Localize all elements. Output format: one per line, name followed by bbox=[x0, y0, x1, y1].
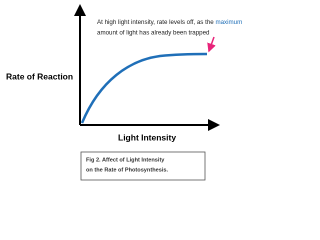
diagram: At high light intensity, rate levels off… bbox=[6, 4, 242, 181]
caption-line2: on the Rate of Photosynthesis. bbox=[86, 167, 168, 173]
y-axis-label: Rate of Reaction bbox=[6, 71, 73, 81]
x-axis-label: Light Intensity bbox=[118, 132, 176, 142]
caption-line1: Fig 2. Affect of Light Intensity bbox=[86, 157, 165, 163]
pointer-arrow bbox=[207, 36, 216, 53]
caption-box bbox=[80, 151, 206, 181]
annotation-line1: At high light intensity, rate levels off… bbox=[97, 19, 242, 26]
curve bbox=[80, 52, 208, 124]
annotation-line2: amount of light has already been trapped bbox=[97, 30, 210, 37]
